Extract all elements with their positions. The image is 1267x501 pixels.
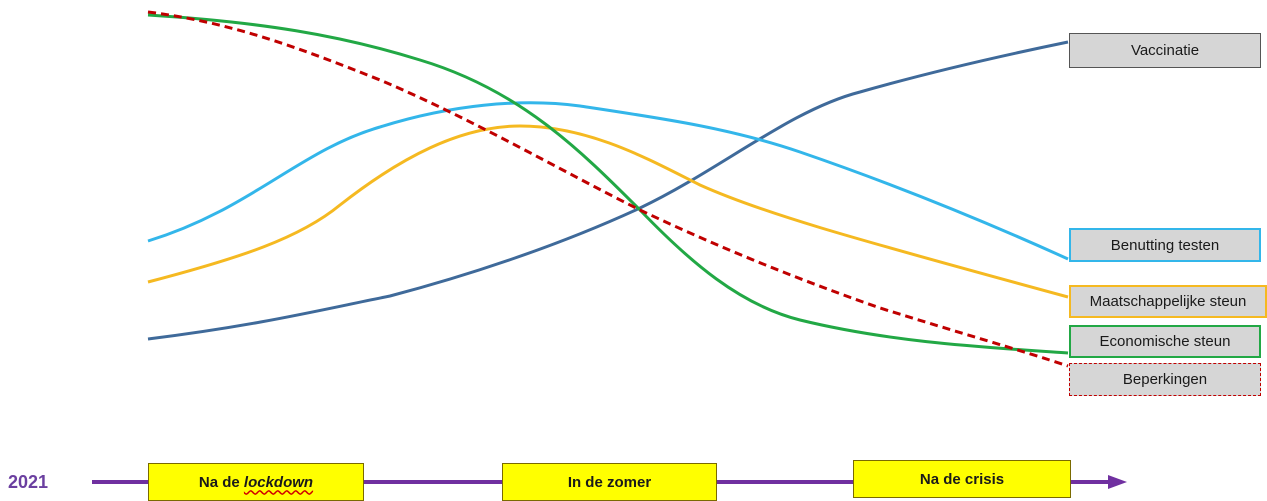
label-beperkingen: Beperkingen: [1069, 363, 1261, 396]
phase-na-de-lockdown-prefix: Na de: [198, 473, 244, 491]
phase-in-de-zomer-label: In de zomer: [567, 473, 652, 491]
phase-na-de-lockdown: Na de lockdown: [148, 463, 364, 501]
label-benutting-testen: Benutting testen: [1069, 228, 1261, 262]
phase-na-de-crisis-label: Na de crisis: [919, 470, 1005, 488]
timeline-year: 2021: [8, 472, 49, 492]
maatschappelijke-steun-curve: [147, 124, 1069, 299]
phase-na-de-crisis: Na de crisis: [853, 460, 1071, 498]
label-maatschappelijke-steun: Maatschappelijke steun: [1069, 285, 1267, 318]
phase-na-de-lockdown-emphasis: lockdown: [243, 473, 314, 491]
beperkingen-curve: [147, 10, 1069, 368]
vaccinatie-curve: [147, 40, 1069, 341]
benutting-testen-curve: [147, 101, 1069, 261]
timeline-arrowhead: [1108, 475, 1127, 489]
label-maatschappelijke-steun-text: Maatschappelijke steun: [1089, 293, 1247, 310]
label-vaccinatie-text: Vaccinatie: [1130, 42, 1200, 59]
economische-steun-curve: [147, 13, 1069, 355]
phase-in-de-zomer: In de zomer: [502, 463, 717, 501]
label-economische-steun: Economische steun: [1069, 325, 1261, 358]
label-benutting-testen-text: Benutting testen: [1110, 236, 1220, 254]
label-vaccinatie: Vaccinatie: [1069, 33, 1261, 68]
label-economische-steun-text: Economische steun: [1099, 333, 1231, 350]
label-beperkingen-text: Beperkingen: [1122, 371, 1208, 388]
